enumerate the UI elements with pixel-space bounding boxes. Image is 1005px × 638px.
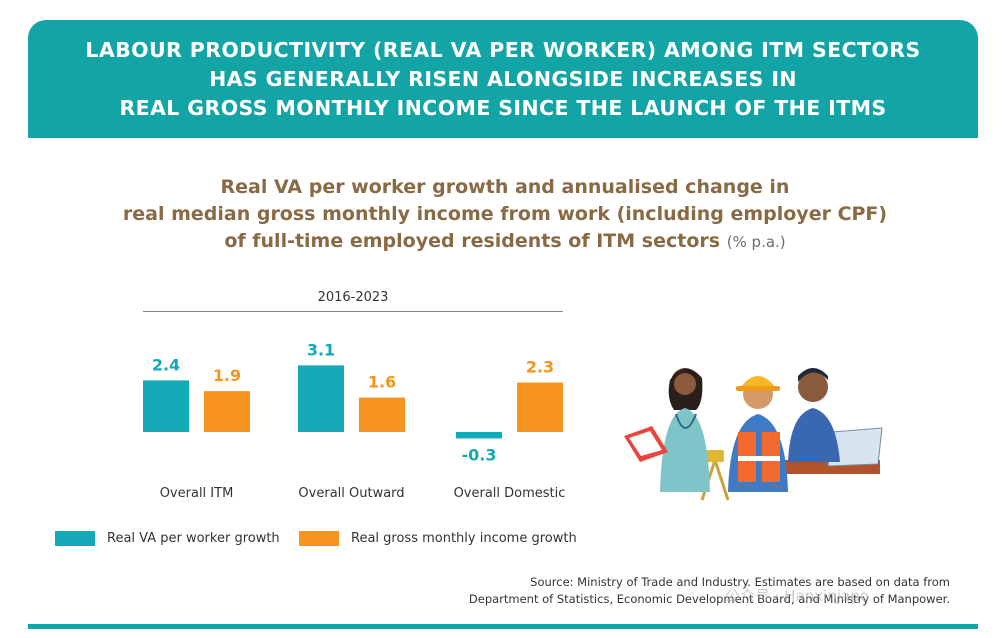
source-note: Source: Ministry of Trade and Industry. … [469, 574, 950, 608]
category-label-overall-outward: Overall Outward [298, 486, 404, 501]
legend-label-income: Real gross monthly income growth [351, 531, 577, 546]
bottom-rule [28, 624, 978, 629]
bar-overall-outward-series-1 [359, 397, 405, 432]
chart-unit: (% p.a.) [726, 233, 786, 251]
legend-item-va: Real VA per worker growth [55, 531, 280, 546]
value-label-overall-domestic-series-0: -0.3 [462, 445, 497, 464]
value-label-overall-domestic-series-1: 2.3 [526, 358, 554, 377]
period-label: 2016-2023 [317, 290, 389, 305]
source-line-1: Source: Ministry of Trade and Industry. … [530, 575, 950, 589]
chart-title-line-3-text: of full-time employed residents of ITM s… [224, 230, 721, 252]
legend-label-va: Real VA per worker growth [107, 531, 280, 546]
bar-overall-outward-series-0 [298, 365, 344, 432]
bar-chart: 2.4 1.9 Overall ITM 3.1 1.6 Overall Outward -0… [143, 340, 566, 501]
category-label-overall-itm: Overall ITM [160, 486, 234, 501]
value-label-overall-outward-series-1: 1.6 [368, 373, 396, 392]
banner-line-2: HAS GENERALLY RISEN ALONGSIDE INCREASES … [209, 66, 797, 91]
banner-line-3: REAL GROSS MONTHLY INCOME SINCE THE LAUN… [119, 95, 887, 120]
chart-title-line-1: Real VA per worker growth and annualised… [220, 176, 790, 198]
bar-overall-domestic-series-0 [456, 432, 502, 439]
banner-line-1: LABOUR PRODUCTIVITY (REAL VA PER WORKER)… [85, 37, 921, 62]
chart-title-line-2: real median gross monthly income from wo… [122, 203, 888, 225]
bar-overall-itm-series-1 [204, 391, 250, 432]
bar-overall-domestic-series-1 [517, 382, 563, 432]
category-label-overall-domestic: Overall Domestic [454, 486, 566, 501]
legend-swatch-income [299, 531, 339, 546]
period-rule [143, 311, 563, 312]
chart-title: Real VA per worker growth and annualised… [60, 174, 950, 256]
value-label-overall-itm-series-0: 2.4 [152, 355, 180, 374]
header-banner: LABOUR PRODUCTIVITY (REAL VA PER WORKER)… [28, 20, 978, 138]
value-label-overall-outward-series-0: 3.1 [307, 340, 335, 359]
bar-overall-itm-series-0 [143, 380, 189, 432]
value-label-overall-itm-series-1: 1.9 [213, 366, 241, 385]
legend-swatch-va [55, 531, 95, 546]
watermark: 公众号 · Hanxinjapo [725, 587, 869, 605]
source-line-2: Department of Statistics, Economic Devel… [468, 592, 950, 606]
chart-title-line-3: of full-time employed residents of ITM s… [224, 228, 785, 256]
workers-illustration-icon [624, 368, 883, 501]
legend-item-income: Real gross monthly income growth [299, 531, 577, 546]
